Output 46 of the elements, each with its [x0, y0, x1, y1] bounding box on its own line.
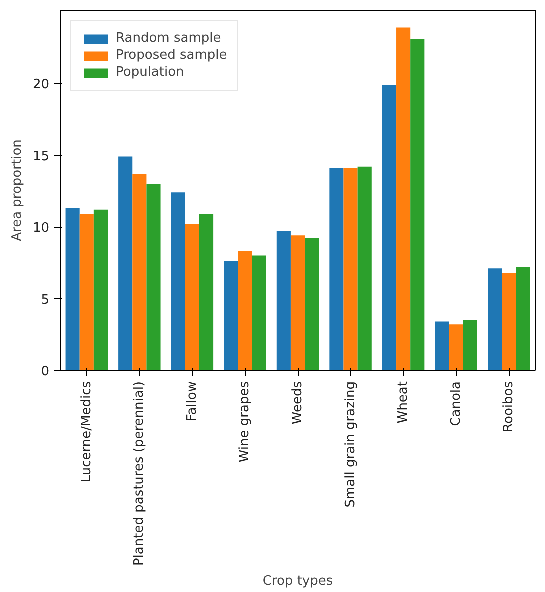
- legend-label: Population: [116, 65, 184, 80]
- bar: [410, 39, 425, 370]
- bar: [252, 256, 266, 370]
- bar: [224, 261, 238, 370]
- bar: [305, 238, 320, 370]
- bar: [94, 210, 108, 370]
- x-tick-label: Planted pastures (perennial): [132, 382, 148, 566]
- bar: [290, 236, 306, 370]
- x-tick-label: Fallow: [184, 381, 200, 422]
- bar: [488, 268, 502, 370]
- x-tick-label: Weeds: [290, 381, 306, 425]
- bar: [276, 231, 291, 370]
- bar: [382, 85, 397, 370]
- bar: [146, 184, 161, 370]
- x-tick-label: Canola: [448, 381, 464, 426]
- bar: [199, 214, 214, 370]
- bar: [132, 174, 147, 370]
- y-axis-title: Area proportion: [10, 140, 25, 242]
- bar: [435, 322, 450, 370]
- bar: [66, 208, 80, 370]
- legend-label: Proposed sample: [116, 48, 228, 63]
- y-tick-label: 5: [41, 292, 50, 308]
- bar: [118, 156, 133, 370]
- bar: [449, 324, 464, 370]
- bar: [396, 28, 411, 370]
- bar: [463, 320, 478, 370]
- bar: [502, 272, 516, 370]
- bar: [238, 251, 252, 370]
- bar: [516, 267, 530, 370]
- bar: [171, 192, 186, 370]
- y-tick-label: 15: [32, 149, 50, 164]
- legend-label: Random sample: [116, 31, 222, 46]
- x-tick-label: Small grain grazing: [343, 381, 358, 508]
- bar: [330, 168, 344, 370]
- bar: [358, 166, 372, 370]
- x-tick-label: Rooibos: [502, 381, 517, 432]
- y-tick-label: 0: [41, 364, 50, 380]
- x-tick-label: Wheat: [396, 382, 412, 424]
- x-tick-label: Lucerne/Medics: [79, 381, 94, 483]
- x-axis-title: Crop types: [262, 574, 334, 590]
- y-tick-label: 20: [32, 78, 50, 93]
- bar: [80, 214, 94, 370]
- bar: [344, 168, 358, 370]
- x-tick-label: Wine grapes: [238, 381, 253, 463]
- bar: [185, 224, 200, 370]
- y-tick-label: 10: [32, 221, 50, 236]
